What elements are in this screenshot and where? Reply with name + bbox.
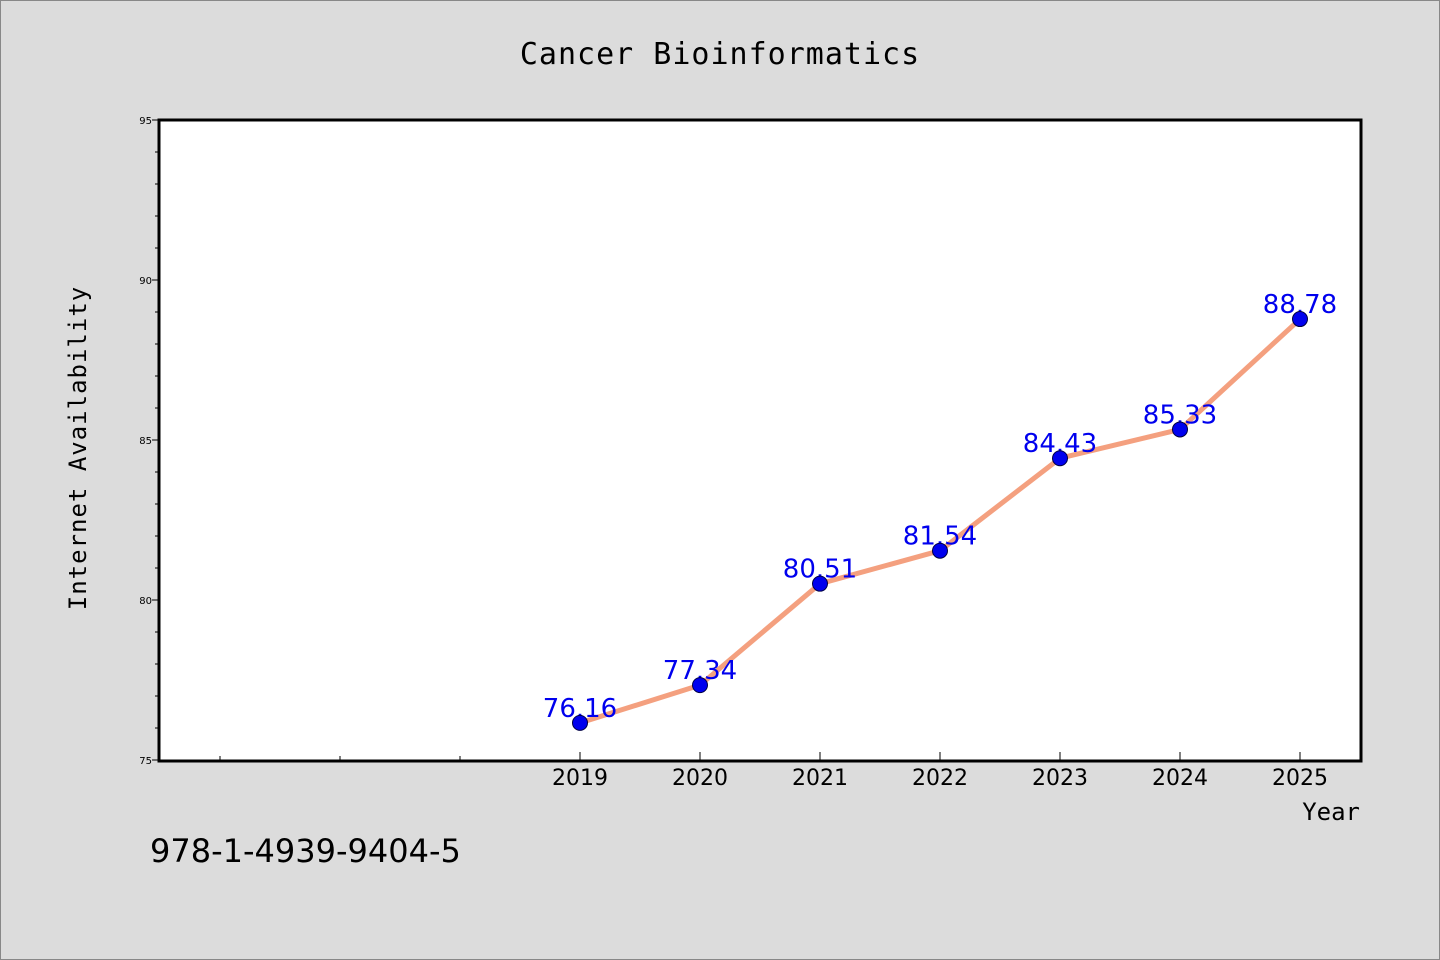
y-tick-label: 90 bbox=[139, 276, 152, 287]
data-point bbox=[1052, 450, 1068, 467]
data-point bbox=[692, 677, 708, 694]
x-axis: 2019 2020 2021 2022 2023 2024 2025 bbox=[219, 752, 1328, 791]
x-tick-label: 2020 bbox=[672, 766, 728, 791]
y-tick-label: 75 bbox=[139, 756, 152, 767]
y-axis-label: Internet Availability bbox=[64, 286, 92, 610]
data-point bbox=[572, 714, 588, 731]
x-tick-label: 2019 bbox=[552, 766, 608, 791]
x-tick-label: 2025 bbox=[1272, 766, 1328, 791]
y-tick-label: 85 bbox=[139, 436, 152, 447]
y-tick-label: 95 bbox=[139, 116, 152, 127]
x-tick-label: 2022 bbox=[912, 766, 968, 791]
x-axis-label: Year bbox=[1302, 798, 1360, 826]
isbn-text: 978-1-4939-9404-5 bbox=[150, 832, 461, 870]
y-tick-label: 80 bbox=[139, 596, 152, 607]
x-tick-label: 2021 bbox=[792, 766, 848, 791]
plot-area bbox=[157, 118, 1363, 763]
data-point bbox=[1172, 421, 1188, 438]
data-point bbox=[812, 575, 828, 592]
chart-title: Cancer Bioinformatics bbox=[520, 37, 920, 72]
y-axis: 75 80 85 90 95 bbox=[139, 116, 160, 767]
x-tick-label: 2024 bbox=[1152, 766, 1208, 791]
x-tick-label: 2023 bbox=[1032, 766, 1088, 791]
data-point bbox=[1292, 311, 1308, 328]
data-point bbox=[932, 542, 948, 559]
